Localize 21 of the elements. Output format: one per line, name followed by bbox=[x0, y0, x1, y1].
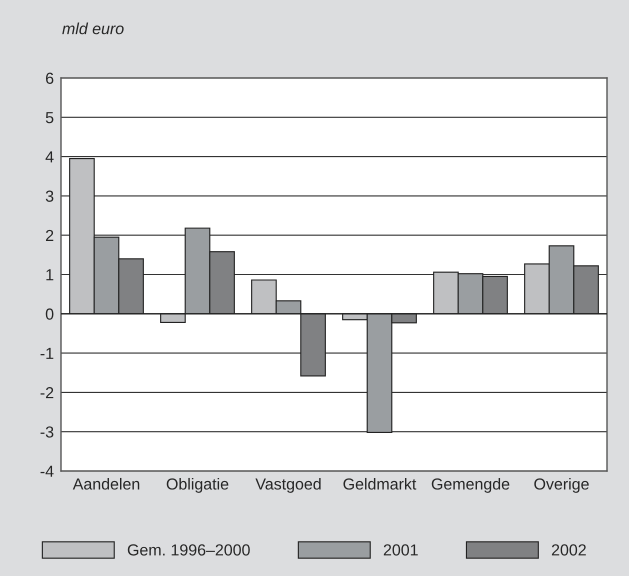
y-tick-label: 3 bbox=[46, 190, 54, 202]
y-tick-label: 6 bbox=[46, 72, 54, 84]
x-tick-label: Gemengde bbox=[432, 478, 510, 493]
legend-label: Gem. 1996–2000 bbox=[128, 544, 250, 556]
x-tick-label: Vastgoed bbox=[255, 478, 321, 493]
y-tick-label: 4 bbox=[46, 151, 54, 162]
legend-label: 2002 bbox=[552, 544, 586, 556]
y-tick-label: 0 bbox=[46, 308, 54, 320]
x-tick-label: Overige bbox=[534, 478, 589, 493]
x-tick-label: Geldmarkt bbox=[343, 478, 416, 490]
y-tick-label: 1 bbox=[46, 269, 54, 280]
legend-label: 2001 bbox=[384, 544, 418, 556]
y-tick-label: -1 bbox=[40, 348, 54, 359]
x-tick-label: Obligatie bbox=[166, 478, 228, 493]
y-tick-label: -2 bbox=[40, 387, 54, 398]
y-tick-label: -3 bbox=[40, 426, 54, 438]
y-axis-title: mld euro bbox=[62, 22, 124, 34]
y-tick-label: 2 bbox=[46, 230, 54, 241]
y-tick-label: -4 bbox=[40, 466, 54, 477]
y-tick-label: 5 bbox=[46, 112, 54, 124]
x-tick-label: Aandelen bbox=[72, 478, 140, 490]
